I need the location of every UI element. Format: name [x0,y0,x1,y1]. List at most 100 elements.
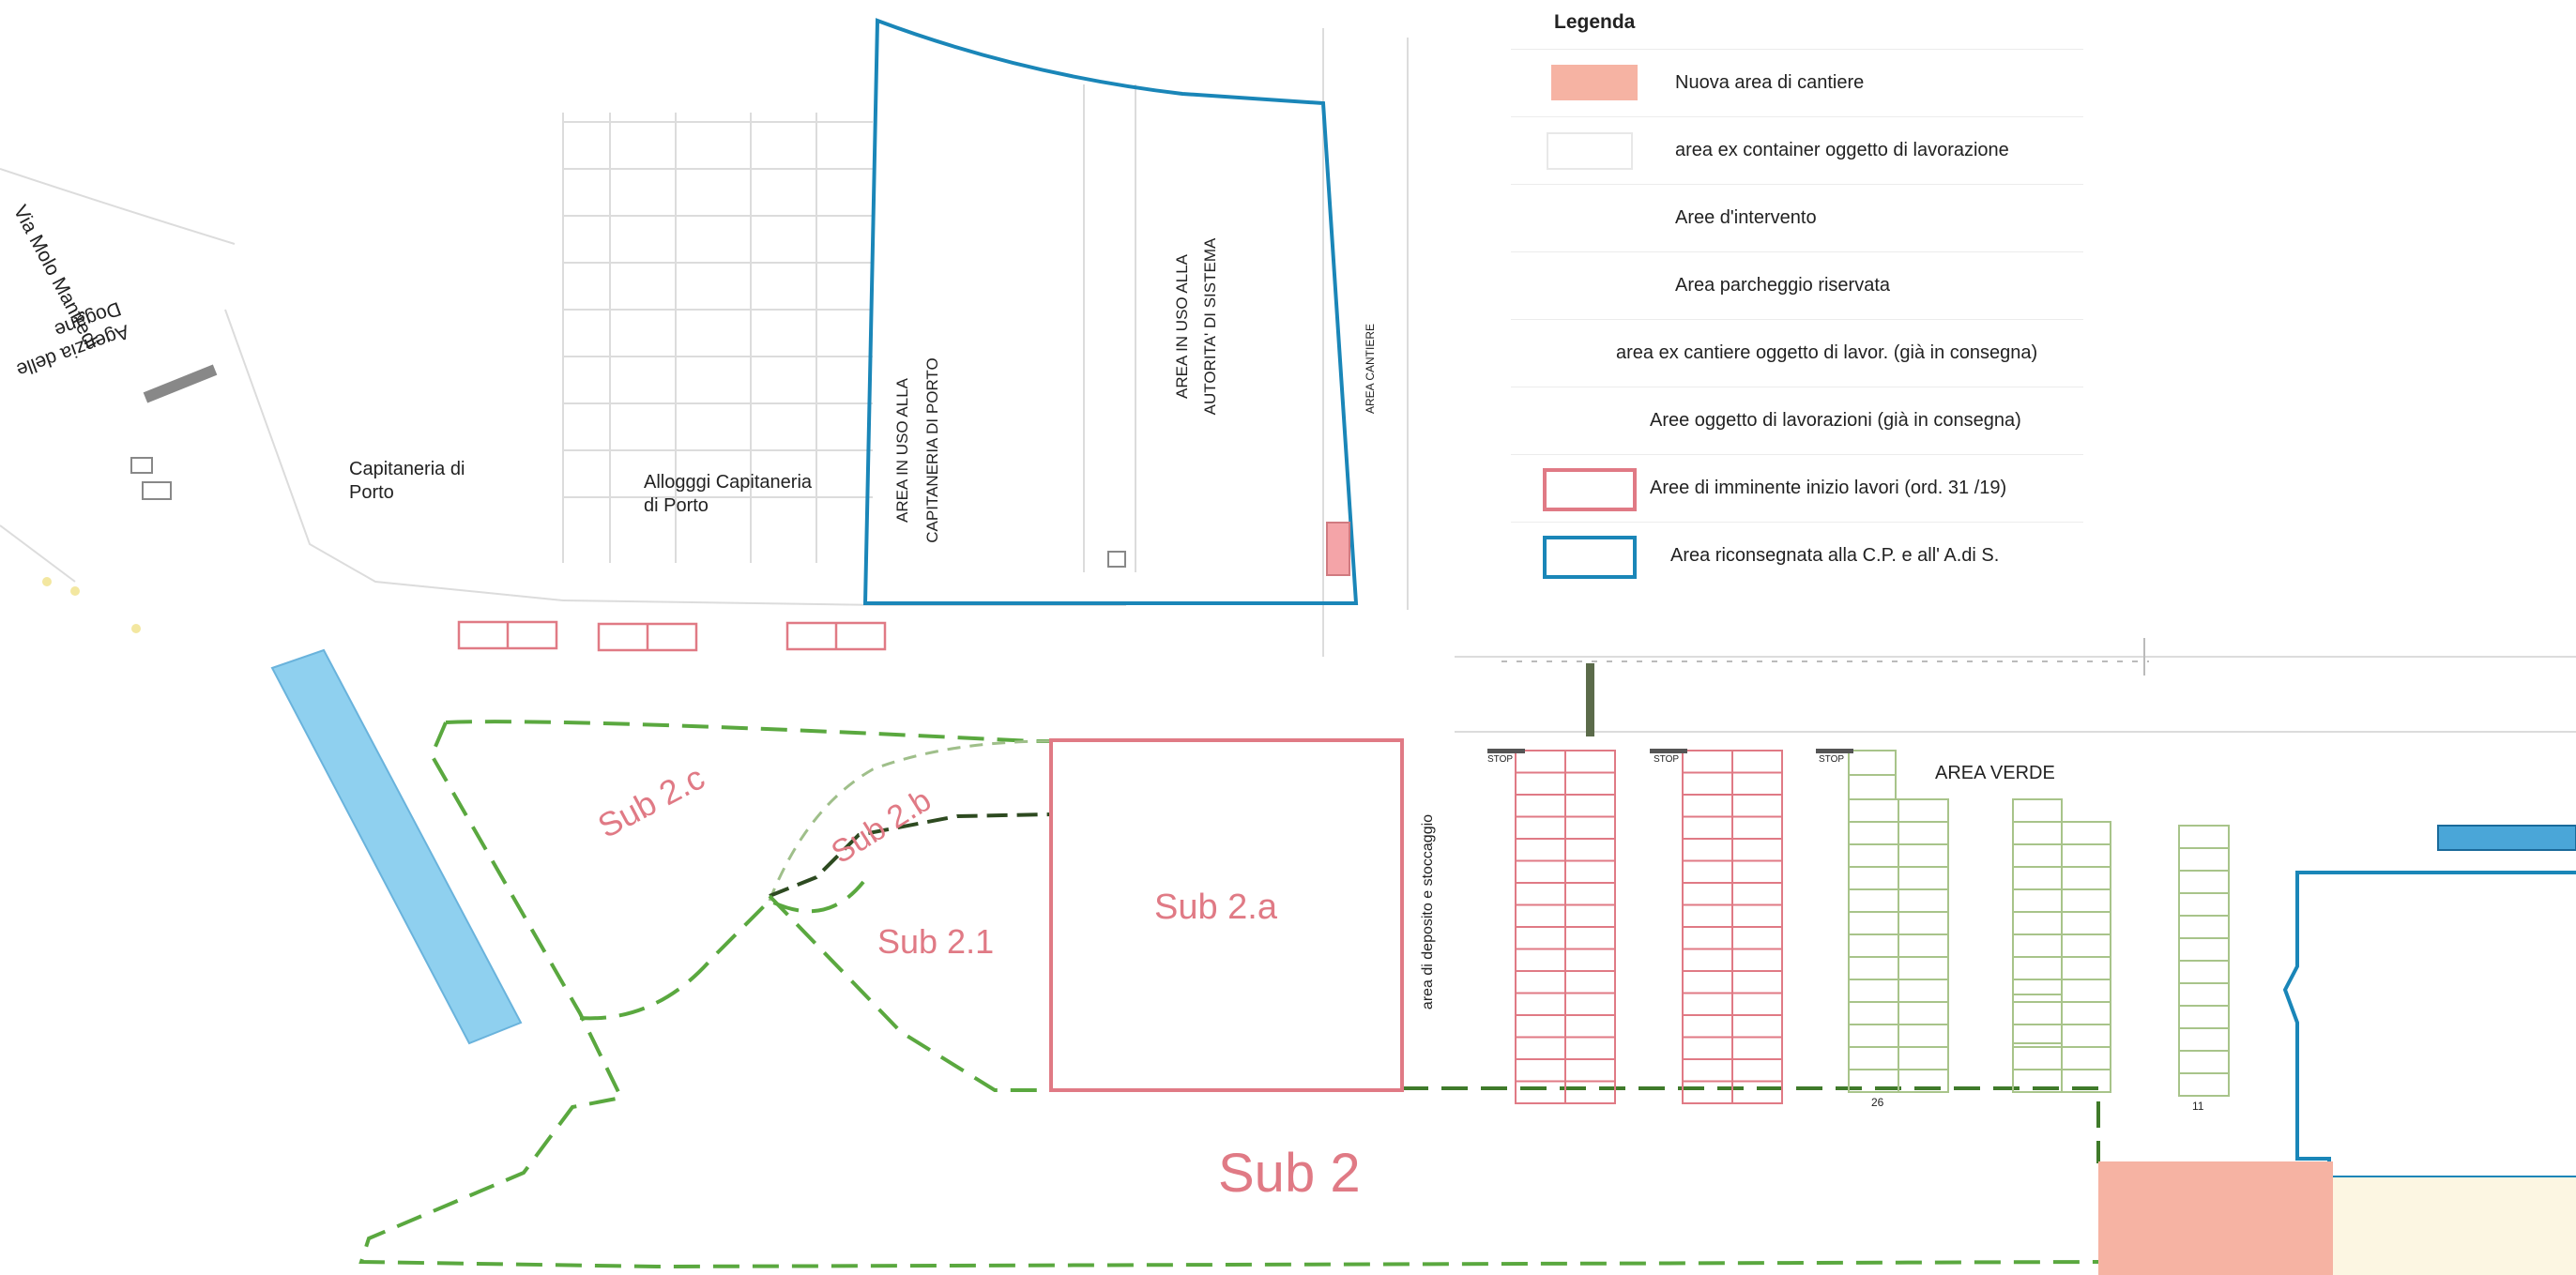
parking-slot [1682,1080,1733,1104]
parking-slot [1682,992,1733,1016]
parking-slot [1848,1046,1899,1070]
parking-slot [1515,771,1566,796]
parking-slot [2012,821,2063,845]
stop-markers [1487,749,1853,753]
parking-slot [2012,866,2063,890]
legend-swatch [1543,468,1637,511]
deposito-label: area di deposito e stoccaggio [1420,813,1436,1010]
area-cp-label: AREA IN USO ALLA CAPITANERIA DI PORTO [888,347,948,554]
parking-grid-green-head [1848,750,1897,800]
legend-label: area ex cantiere oggetto di lavor. (già … [1616,342,2038,363]
dot [42,577,52,586]
parking-slot [1848,979,1899,1003]
sub21-label: Sub 2.1 [877,922,995,961]
legend-row: Area riconsegnata alla C.P. e all' A.di … [1511,522,2083,590]
parking-slot [1564,1036,1616,1060]
legend-swatch [1551,65,1638,100]
area-ads-label: AREA IN USO ALLA AUTORITA' DI SISTEMA [1168,223,1225,430]
parking-slot [1731,838,1783,862]
parking-grids [1515,750,2230,1104]
alloggi-line2: di Porto [644,495,709,516]
parking-slot [1848,774,1897,800]
parking-slot [1731,815,1783,840]
parking-slot [2061,911,2111,935]
parking-slot [2061,843,2111,868]
parking-grid-green-2 [2012,821,2111,1093]
legend-row: Aree oggetto di lavorazioni (già in cons… [1511,387,2083,455]
parking-slot [2061,1046,2111,1070]
parking-slot [2012,933,2063,958]
legend-label: Nuova area di cantiere [1675,72,1865,93]
sub2c-boundary [579,880,865,1021]
parking-slot [1731,1058,1783,1083]
parking-slot [2178,937,2230,962]
legend-label: Area riconsegnata alla C.P. e all' A.di … [1670,545,2000,566]
parking-slot [1848,933,1899,958]
parking-slot [1898,1046,1949,1070]
parking-slot [1564,815,1616,840]
parking-slot [1682,771,1733,796]
parking-slot [1515,970,1566,994]
legend-row: Area parcheggio riservata [1511,251,2083,320]
parking-slot [1731,1036,1783,1060]
parking-grid-red-1 [1515,750,1616,1104]
stop-label-1: STOP [1487,754,1514,765]
area-riconsegnata-right [2282,871,2576,1179]
parking-slot [1848,956,1899,980]
parking-slot [2178,847,2230,872]
parking-slot [1515,750,1566,774]
parking-slot [1515,992,1566,1016]
parking-grid-green-2-tail [2012,994,2063,1044]
parking-slot [1731,771,1783,796]
area-cp-line2: CAPITANERIA DI PORTO [923,357,941,543]
parking-slot [2178,1050,2230,1074]
legend-label: Aree oggetto di lavorazioni (già in cons… [1650,410,2021,431]
parking-slot [1898,821,1949,845]
cream-area-fill [2333,1177,2576,1275]
parking-slot [2061,1001,2111,1025]
area-ads-line1: AREA IN USO ALLA [1173,254,1191,400]
parking-slot [1731,948,1783,972]
parking-slot [1731,750,1783,774]
parking-slot [1515,1058,1566,1083]
cantiere-small-fill [1326,522,1350,576]
legend-label: Area parcheggio riservata [1675,275,1891,296]
parking-slot [2012,1046,2063,1070]
parking-slot [1848,1024,1899,1048]
area-verde-label: AREA VERDE [1935,763,2055,783]
parking-slot [1898,956,1949,980]
parking-slot [1731,992,1783,1016]
parking-slot [1515,1080,1566,1104]
small-object-3 [142,481,172,500]
sub2a-label: Sub 2.a [1154,888,1277,927]
parking-slot [2178,1072,2230,1097]
pier-blue-strip [270,648,523,1045]
sub2-label: Sub 2 [1218,1143,1361,1204]
sub2-boundary-lower [358,721,2099,1269]
parking-slot [2012,1001,2063,1025]
parking-slot [1515,903,1566,928]
parking-slot [1682,859,1733,884]
capitaneria-label: Capitaneria di Porto [349,458,465,505]
legend-label: Aree di imminente inizio lavori (ord. 31… [1650,478,2007,498]
parking-slot [1731,903,1783,928]
stop-label-3: STOP [1819,754,1845,765]
parking-slot [2178,870,2230,894]
parking-slot [1682,1036,1733,1060]
alloggi-label: Allogggi Capitaneria di Porto [644,471,812,518]
parking-slot [1682,903,1733,928]
parking-slot [2178,960,2230,984]
parking-slot [1682,794,1733,818]
parking-slot [1898,911,1949,935]
parking-slot [1564,1014,1616,1039]
post [1586,663,1594,736]
parking-slot [1564,771,1616,796]
parking-slot [2012,911,2063,935]
parking-slot [1898,1001,1949,1025]
sub2a-rect [1049,738,1404,1092]
blue-bar [2437,825,2576,851]
legend: Legenda Nuova area di cantiere area ex co… [1511,0,2083,597]
legend-row: Nuova area di cantiere [1511,49,2083,117]
